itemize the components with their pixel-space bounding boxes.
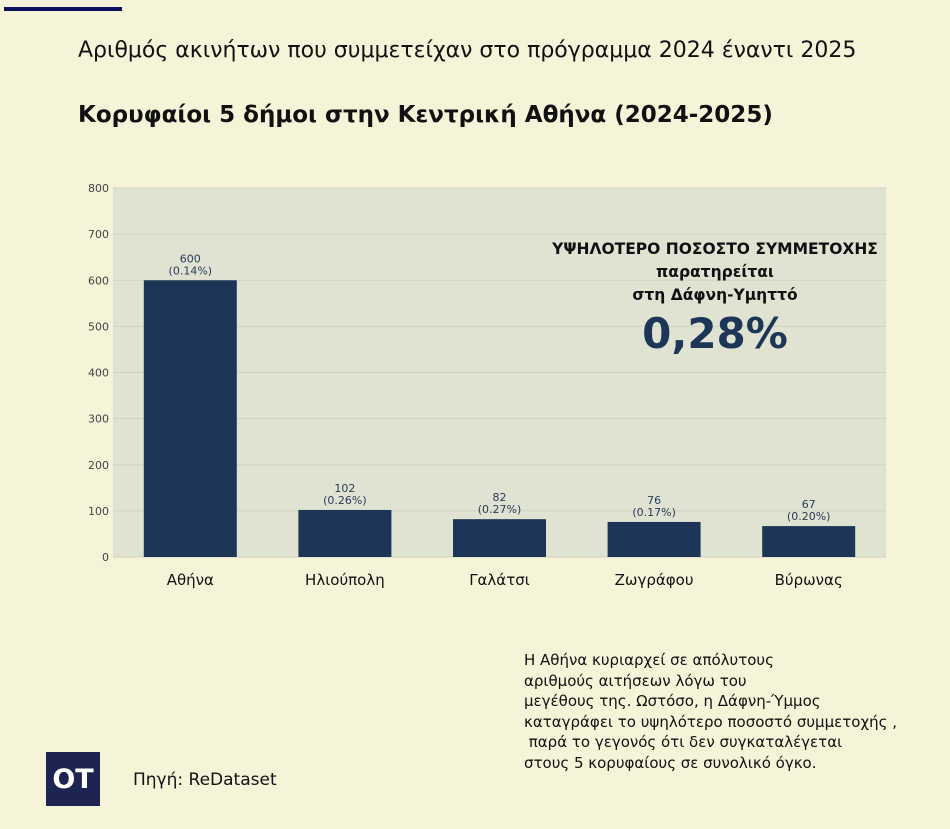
bar	[607, 521, 701, 557]
bar-percent-label: (0.14%)	[169, 264, 213, 277]
y-tick-label: 500	[88, 320, 109, 333]
annotation-line3: στη Δάφνη-Υμηττό	[632, 286, 798, 304]
bar-chart: 0100200300400500600700800600(0.14%)Αθήνα…	[88, 182, 886, 589]
x-tick-label: Ηλιούπολη	[305, 571, 385, 589]
y-tick-label: 400	[88, 367, 109, 380]
annotation: ΥΨΗΛΟΤΕΡΟ ΠΟΣΟΣΤΟ ΣΥΜΜΕΤΟΧΗΣ παρατηρείτα…	[540, 238, 890, 361]
bar-value-label: 600	[180, 252, 201, 265]
chart-subtitle: Κορυφαίοι 5 δήμοι στην Κεντρική Αθήνα (2…	[78, 102, 773, 128]
y-tick-label: 700	[88, 228, 109, 241]
annotation-line1: ΥΨΗΛΟΤΕΡΟ ΠΟΣΟΣΤΟ ΣΥΜΜΕΤΟΧΗΣ	[552, 240, 878, 258]
accent-bar	[4, 7, 122, 11]
annotation-value: 0,28%	[642, 309, 788, 358]
bar	[762, 526, 856, 557]
bar-percent-label: (0.17%)	[632, 506, 676, 519]
x-tick-label: Αθήνα	[167, 571, 214, 589]
bar	[453, 519, 546, 557]
y-tick-label: 100	[88, 505, 109, 518]
y-tick-label: 200	[88, 459, 109, 472]
x-tick-label: Βύρωνας	[775, 571, 843, 589]
bar-value-label: 102	[334, 482, 355, 495]
x-tick-label: Ζωγράφου	[615, 571, 694, 589]
source-text: Πηγή: ReDataset	[133, 770, 277, 790]
bar-percent-label: (0.27%)	[478, 503, 522, 516]
bar-percent-label: (0.26%)	[323, 494, 367, 507]
y-tick-label: 300	[88, 413, 109, 426]
y-tick-label: 800	[88, 182, 109, 195]
logo: ΟΤ	[46, 752, 100, 806]
bar	[298, 509, 392, 557]
bar-percent-label: (0.20%)	[787, 510, 831, 523]
bar-value-label: 76	[647, 494, 661, 507]
y-tick-label: 600	[88, 274, 109, 287]
annotation-line2: παρατηρείται	[656, 263, 774, 281]
bar	[143, 280, 237, 557]
note-text: Η Αθήνα κυριαρχεί σε απόλυτους αριθμούς …	[524, 651, 897, 772]
chart-title: Αριθμός ακινήτων που συμμετείχαν στο πρό…	[78, 38, 857, 63]
bar-value-label: 67	[802, 498, 816, 511]
y-tick-label: 0	[102, 551, 109, 564]
bar-value-label: 82	[493, 491, 507, 504]
x-tick-label: Γαλάτσι	[469, 571, 530, 589]
